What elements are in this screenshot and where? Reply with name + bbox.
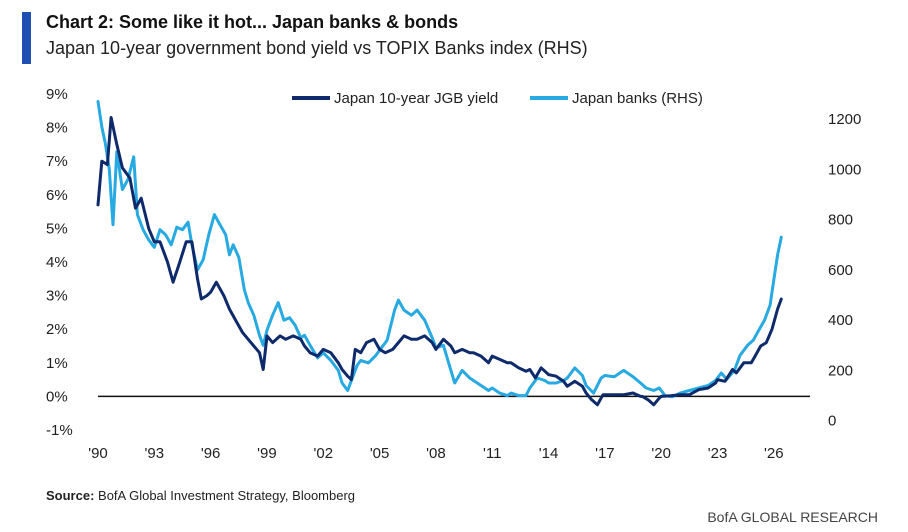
series-lines xyxy=(96,100,783,407)
y-left-tick-label: 4% xyxy=(46,254,68,271)
source-label: Source: xyxy=(46,488,95,503)
y-left-tick-label: 5% xyxy=(46,220,68,237)
y-left-tick-label: 3% xyxy=(46,288,68,305)
x-tick-label: '26 xyxy=(764,445,784,462)
y-left-tick-label: 8% xyxy=(46,120,68,137)
source-note: Source: BofA Global Investment Strategy,… xyxy=(46,488,355,503)
y-right-tick-label: 1200 xyxy=(828,111,861,128)
chart-subtitle: Japan 10-year government bond yield vs T… xyxy=(46,38,588,58)
x-tick-label: '99 xyxy=(257,445,277,462)
jgb-yield-line xyxy=(96,116,783,407)
japan-banks-line xyxy=(96,100,783,399)
legend-label: Japan banks (RHS) xyxy=(572,90,703,107)
x-tick-label: '14 xyxy=(539,445,559,462)
y-left-tick-label: 1% xyxy=(46,355,68,372)
y-left-tick-label: 6% xyxy=(46,187,68,204)
chart-title: Chart 2: Some like it hot... Japan banks… xyxy=(46,12,459,32)
y-left-tick-label: 2% xyxy=(46,321,68,338)
y-right-tick-label: 0 xyxy=(828,413,836,430)
x-tick-label: '96 xyxy=(201,445,221,462)
y-right-tick-label: 800 xyxy=(828,212,853,229)
x-tick-label: '05 xyxy=(370,445,390,462)
title-accent-bar xyxy=(22,12,31,64)
x-tick-label: '93 xyxy=(145,445,165,462)
y-left-tick-label: 0% xyxy=(46,388,68,405)
x-tick-label: '08 xyxy=(426,445,446,462)
x-axis: '90 '93 '96 '99 '02 '05 '08 '11 '14 '17 '20 '23 '26 xyxy=(88,445,783,462)
y-axis-right: 1200 1000 800 600 400 200 0 xyxy=(828,111,861,430)
y-left-tick-label: 9% xyxy=(46,86,68,103)
x-tick-label: '20 xyxy=(651,445,671,462)
line-chart: 9% 8% 7% 6% 5% 4% 3% 2% 1% 0% -1% 1200 1000 800 600 40… xyxy=(46,86,861,462)
y-axis-left: 9% 8% 7% 6% 5% 4% 3% 2% 1% 0% -1% xyxy=(46,86,73,439)
legend-label: Japan 10-year JGB yield xyxy=(334,90,498,107)
x-tick-label: '90 xyxy=(88,445,108,462)
x-tick-label: '11 xyxy=(483,445,501,462)
legend: Japan 10-year JGB yield Japan banks (RHS) xyxy=(292,90,703,107)
y-right-tick-label: 1000 xyxy=(828,161,861,178)
y-right-tick-label: 400 xyxy=(828,312,853,329)
y-right-tick-label: 200 xyxy=(828,362,853,379)
y-left-tick-label: 7% xyxy=(46,153,68,170)
x-tick-label: '17 xyxy=(595,445,615,462)
x-tick-label: '02 xyxy=(313,445,333,462)
x-tick-label: '23 xyxy=(708,445,728,462)
y-right-tick-label: 600 xyxy=(828,262,853,279)
y-left-tick-label: -1% xyxy=(46,422,73,439)
brand-footer: BofA GLOBAL RESEARCH xyxy=(707,509,878,525)
source-text: BofA Global Investment Strategy, Bloombe… xyxy=(94,488,356,503)
